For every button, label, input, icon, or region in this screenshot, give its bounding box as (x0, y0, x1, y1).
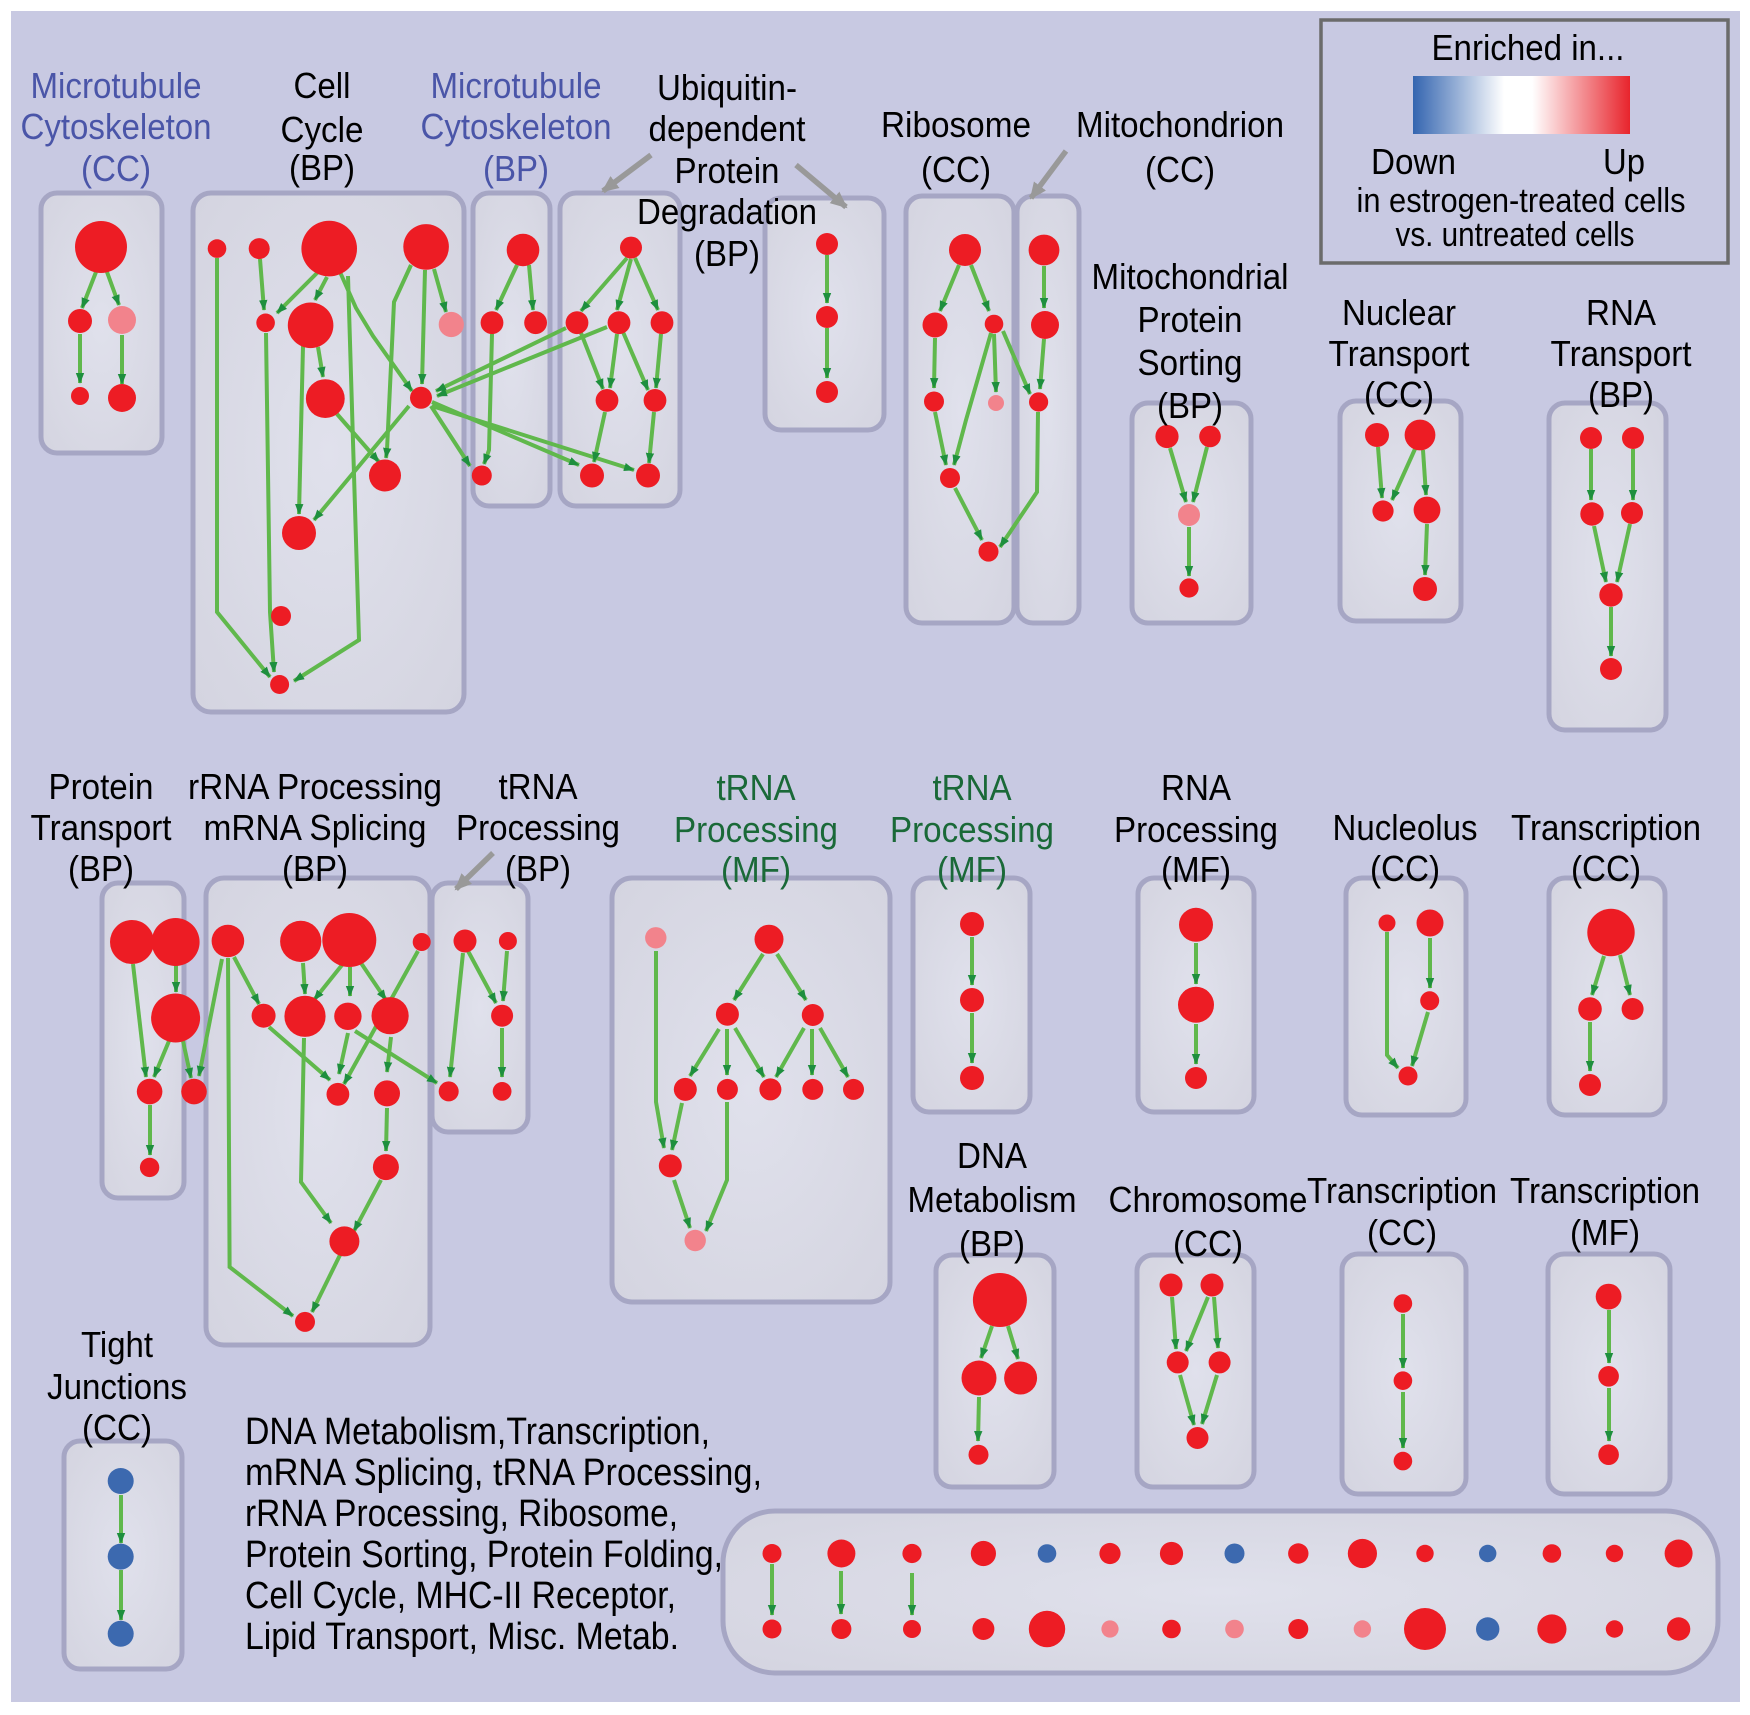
svg-text:(BP): (BP) (68, 848, 134, 889)
svg-text:rRNA Processing, Ribosome,: rRNA Processing, Ribosome, (245, 1493, 678, 1535)
svg-text:Microtubule: Microtubule (31, 65, 202, 106)
svg-text:Transport: Transport (31, 807, 172, 848)
svg-text:Processing: Processing (674, 809, 838, 850)
svg-text:Cytoskeleton: Cytoskeleton (21, 106, 212, 147)
svg-text:Lipid Transport, Misc. Metab.: Lipid Transport, Misc. Metab. (245, 1616, 679, 1658)
svg-text:(BP): (BP) (959, 1223, 1025, 1264)
svg-text:mRNA Splicing: mRNA Splicing (204, 807, 427, 848)
svg-text:(BP): (BP) (694, 233, 760, 274)
svg-text:(MF): (MF) (721, 849, 791, 890)
svg-text:in estrogen-treated cells: in estrogen-treated cells (1357, 182, 1686, 220)
svg-text:DNA Metabolism,Transcription,: DNA Metabolism,Transcription, (245, 1411, 710, 1453)
svg-text:DNA: DNA (957, 1135, 1027, 1176)
svg-text:tRNA: tRNA (499, 766, 578, 807)
svg-text:Cell: Cell (294, 65, 351, 106)
svg-text:tRNA: tRNA (717, 767, 796, 808)
svg-text:Tight: Tight (81, 1324, 153, 1365)
svg-text:Ubiquitin-: Ubiquitin- (657, 67, 797, 108)
svg-text:vs. untreated cells: vs. untreated cells (1396, 216, 1635, 254)
svg-text:Nucleolus: Nucleolus (1333, 807, 1478, 848)
svg-text:RNA: RNA (1161, 767, 1231, 808)
svg-text:(CC): (CC) (1370, 848, 1440, 889)
svg-text:(CC): (CC) (1145, 149, 1215, 190)
svg-text:(CC): (CC) (921, 149, 991, 190)
svg-text:Ribosome: Ribosome (881, 104, 1031, 145)
svg-text:Cytoskeleton: Cytoskeleton (421, 106, 612, 147)
svg-text:Transport: Transport (1551, 333, 1692, 374)
svg-text:Protein Sorting, Protein Foldi: Protein Sorting, Protein Folding, (245, 1534, 723, 1576)
svg-text:Metabolism: Metabolism (908, 1179, 1077, 1220)
svg-text:(CC): (CC) (82, 1407, 152, 1448)
svg-text:(BP): (BP) (505, 848, 571, 889)
svg-text:Protein: Protein (1138, 299, 1243, 340)
svg-text:rRNA Processing: rRNA Processing (188, 766, 442, 807)
svg-text:(CC): (CC) (81, 148, 151, 189)
svg-text:(MF): (MF) (1161, 849, 1231, 890)
svg-text:(CC): (CC) (1173, 1223, 1243, 1264)
svg-text:(CC): (CC) (1571, 848, 1641, 889)
svg-text:Enriched in...: Enriched in... (1432, 27, 1625, 68)
svg-text:Protein: Protein (675, 150, 780, 191)
svg-text:(BP): (BP) (1157, 385, 1223, 426)
svg-text:Nuclear: Nuclear (1342, 292, 1456, 333)
svg-text:(MF): (MF) (1570, 1212, 1640, 1253)
svg-text:dependent: dependent (649, 108, 806, 149)
svg-text:Processing: Processing (890, 809, 1054, 850)
svg-text:Transcription: Transcription (1510, 1170, 1700, 1211)
svg-text:Up: Up (1603, 141, 1645, 182)
svg-text:Transcription: Transcription (1511, 807, 1701, 848)
svg-text:(BP): (BP) (483, 148, 549, 189)
svg-text:Down: Down (1371, 141, 1456, 182)
svg-text:Transport: Transport (1329, 333, 1470, 374)
svg-text:(CC): (CC) (1364, 374, 1434, 415)
svg-text:Chromosome: Chromosome (1109, 1179, 1308, 1220)
svg-text:Mitochondrial: Mitochondrial (1092, 256, 1289, 297)
svg-text:Sorting: Sorting (1138, 342, 1243, 383)
svg-text:Protein: Protein (49, 766, 154, 807)
svg-text:(CC): (CC) (1367, 1212, 1437, 1253)
svg-text:mRNA Splicing, tRNA Processing: mRNA Splicing, tRNA Processing, (245, 1452, 762, 1494)
svg-text:Processing: Processing (456, 807, 620, 848)
svg-text:Transcription: Transcription (1307, 1170, 1497, 1211)
svg-text:Cycle: Cycle (281, 109, 364, 150)
svg-text:(MF): (MF) (937, 849, 1007, 890)
svg-text:Cell Cycle, MHC-II Receptor,: Cell Cycle, MHC-II Receptor, (245, 1575, 676, 1617)
svg-text:RNA: RNA (1586, 292, 1656, 333)
svg-text:Microtubule: Microtubule (431, 65, 602, 106)
svg-text:(BP): (BP) (282, 848, 348, 889)
svg-text:(BP): (BP) (289, 147, 355, 188)
svg-text:Junctions: Junctions (47, 1366, 187, 1407)
svg-text:Degradation: Degradation (637, 191, 817, 232)
svg-text:tRNA: tRNA (933, 767, 1012, 808)
svg-text:Processing: Processing (1114, 809, 1278, 850)
svg-text:(BP): (BP) (1588, 374, 1654, 415)
svg-text:Mitochondrion: Mitochondrion (1076, 104, 1284, 145)
